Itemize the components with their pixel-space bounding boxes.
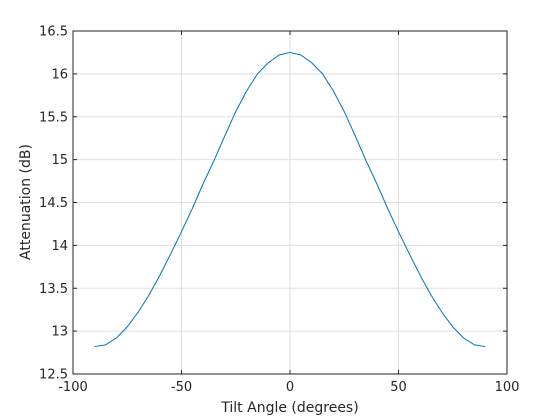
y-tick-label: 16 (51, 67, 68, 82)
y-tick-label: 12.5 (39, 368, 68, 383)
y-tick-label: 14.5 (39, 196, 68, 211)
y-tick-label: 13.5 (39, 282, 68, 297)
ticks: -100 -50 0 50 100 12.5 13 13.5 14 14.5 15 15.5 16 16.… (39, 25, 519, 396)
y-tick-label: 13 (51, 325, 68, 340)
y-tick-label: 15 (51, 153, 68, 168)
series-line (94, 51, 486, 348)
series-group (94, 51, 486, 348)
y-tick-label: 14 (51, 239, 68, 254)
x-tick-label: -50 (171, 380, 192, 395)
x-tick-label: 50 (390, 380, 407, 395)
x-tick-label: -100 (58, 380, 88, 395)
x-axis-label: Tilt Angle (degrees) (220, 400, 358, 416)
y-tick-label: 15.5 (39, 110, 68, 125)
x-tick-label: 0 (286, 380, 294, 395)
grid (72, 30, 508, 375)
y-axis-label: Attenuation (dB) (18, 144, 34, 260)
x-tick-label: 100 (495, 380, 520, 395)
y-tick-label: 16.5 (39, 25, 68, 40)
